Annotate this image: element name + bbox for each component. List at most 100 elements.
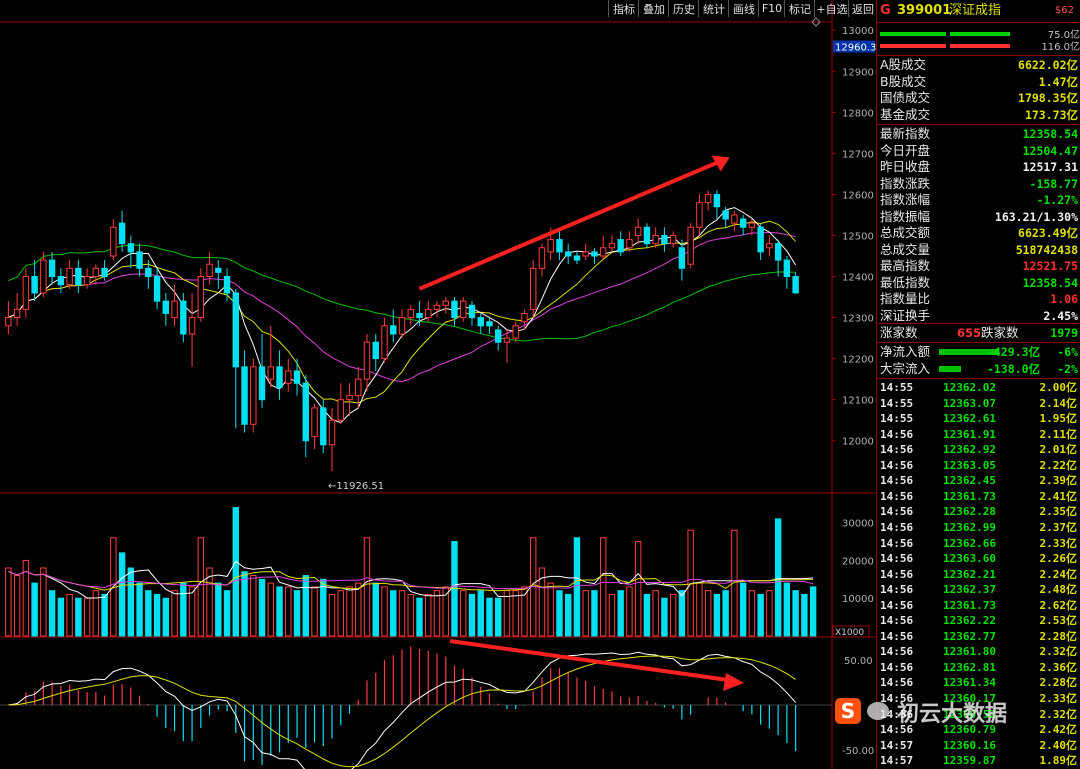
stat-row-label: 深证换手	[880, 307, 931, 323]
candle	[381, 317, 388, 363]
toolbar-button-5[interactable]: F10	[758, 0, 785, 17]
candle-body	[223, 276, 231, 294]
candle	[355, 366, 362, 408]
candle	[241, 350, 248, 433]
tick-row: 14:56 12361.80 2.32亿	[877, 644, 1080, 660]
candle-body	[477, 317, 484, 327]
volume-bar	[328, 593, 336, 637]
tick-row: 14:56 12362.21 2.24亿	[877, 567, 1080, 583]
trend-arrow-up-head	[711, 155, 730, 172]
candle	[118, 210, 126, 252]
up-count: 655	[957, 326, 982, 340]
volume-bar	[311, 586, 318, 637]
stat-row: 最高指数 12521.75	[877, 258, 1080, 275]
tick-time: 14:56	[880, 676, 914, 690]
volume-bar	[250, 575, 257, 637]
volume-bar	[40, 567, 47, 637]
tick-time: 14:56	[880, 598, 914, 612]
flow-row: 净流入额 -429.3亿 -6%	[877, 344, 1080, 361]
volume-bar	[180, 582, 187, 637]
watermark-text: 初云大数据	[897, 702, 1008, 727]
candle-body	[285, 370, 292, 384]
volume-bar	[757, 593, 764, 637]
kline-chart[interactable]: 12000 12100 12200 12300 12400 12500 12600 12700…	[0, 0, 876, 769]
candle-body	[92, 267, 100, 278]
candle	[127, 235, 135, 269]
bar-row-2: 116.0亿	[880, 40, 1080, 53]
toolbar-button-7[interactable]: +自选	[814, 0, 849, 17]
tick-volume: 2.32亿	[1039, 707, 1078, 721]
flow-label: 大宗流入	[880, 361, 931, 376]
tick-price: 12361.91	[943, 427, 996, 441]
stat-row: 总成交额 6623.49亿	[877, 225, 1080, 242]
candle	[792, 272, 799, 294]
toolbar-button-0[interactable]: 指标	[608, 0, 639, 17]
candle	[617, 231, 624, 256]
stat-row: 最低指数 12358.54	[877, 275, 1080, 292]
toolbar-button-6[interactable]: 标记	[784, 0, 815, 17]
tick-row: 14:56 12360.17 2.33亿	[877, 691, 1080, 707]
volume-bar	[83, 597, 91, 637]
toolbar-button-1[interactable]: 叠加	[638, 0, 669, 17]
candle	[468, 301, 476, 326]
turnover-row: 基金成交 173.73亿	[877, 107, 1080, 124]
flow-pct: -2%	[1057, 362, 1078, 376]
tick-time: 14:57	[880, 754, 914, 768]
turnover-row-value: 173.73亿	[1024, 107, 1078, 122]
volume-bar	[783, 582, 791, 637]
volume-unit: X1000	[835, 628, 864, 638]
candle	[83, 268, 91, 289]
tick-time: 14:56	[880, 583, 914, 597]
candle-body	[556, 239, 563, 253]
stat-row-value: 12358.54	[1022, 275, 1078, 290]
stat-row-label: 总成交量	[880, 241, 931, 257]
turnover-row-value: 1.47亿	[1038, 74, 1078, 89]
candle	[591, 247, 598, 265]
tick-volume: 2.00亿	[1039, 381, 1078, 394]
candle-body	[573, 255, 581, 261]
candle	[276, 350, 283, 400]
volume-bar	[258, 578, 266, 637]
turnover-row: B股成交 1.47亿	[877, 74, 1080, 91]
candle	[101, 260, 108, 281]
flow-label: 净流入额	[880, 344, 931, 359]
toolbar-button-2[interactable]: 历史	[668, 0, 699, 17]
candle	[13, 292, 21, 326]
tick-row: 14:56 12362.77 2.28亿	[877, 629, 1080, 645]
bar-value-1: 75.0亿	[1047, 30, 1080, 41]
volume-bar	[285, 586, 292, 637]
candle-body	[451, 300, 458, 319]
candle-body	[669, 234, 677, 245]
tick-volume: 2.28亿	[1039, 676, 1078, 690]
candle	[704, 190, 712, 211]
candle	[529, 260, 537, 318]
tick-price: 12362.37	[943, 583, 996, 597]
candle	[713, 190, 721, 220]
tick-price: 12362.61	[943, 412, 996, 426]
toolbar-button-3[interactable]: 统计	[698, 0, 729, 17]
index-header[interactable]: G 399001 深证成指 $62	[877, 1, 1080, 21]
candle-body	[118, 222, 126, 245]
toolbar-button-8[interactable]: 返回	[848, 0, 877, 17]
volume-ma-line	[8, 570, 814, 590]
candle	[92, 264, 100, 285]
candle	[328, 407, 336, 472]
price-tick-label: 12800	[842, 108, 874, 119]
candle	[302, 375, 309, 458]
price-tick-label: 12500	[842, 231, 874, 242]
candle	[608, 235, 616, 252]
price-tick-label: 12600	[842, 190, 874, 201]
candle-body	[757, 226, 764, 253]
candle	[599, 235, 607, 261]
candle	[477, 313, 484, 334]
toolbar-button-4[interactable]: 画线	[728, 0, 759, 17]
candle	[634, 219, 642, 244]
candle-body	[538, 247, 546, 269]
candle-body	[774, 243, 782, 261]
candle	[197, 268, 205, 322]
stat-row-value: 163.21/1.30%	[994, 209, 1078, 224]
candle	[442, 297, 449, 314]
tick-time: 14:56	[880, 567, 914, 581]
candle-body	[521, 312, 528, 323]
tick-volume: 2.22亿	[1039, 458, 1078, 472]
